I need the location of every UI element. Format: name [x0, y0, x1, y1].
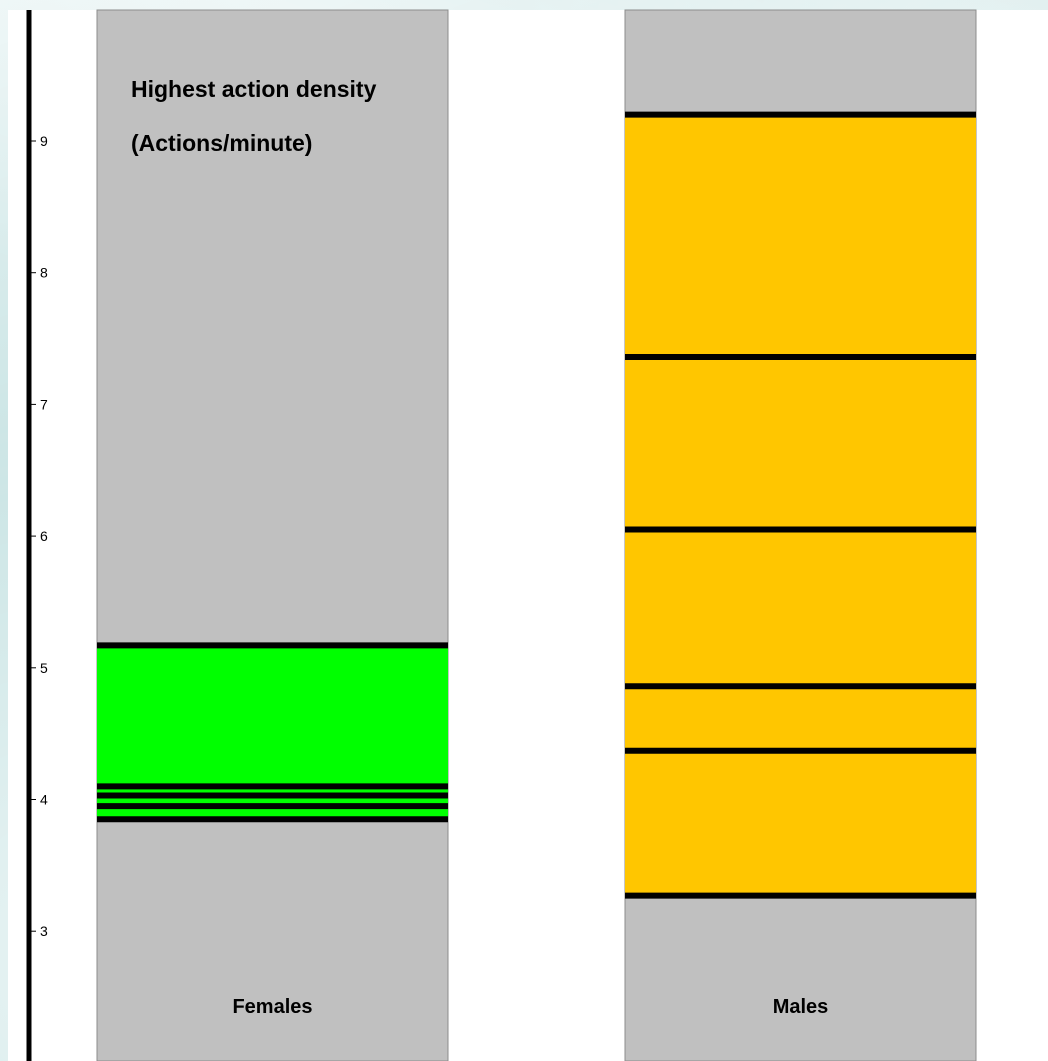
y-tick-label: 4 [40, 792, 48, 808]
y-tick-label: 8 [40, 265, 48, 281]
bar-range-females [97, 645, 448, 820]
y-axis-ticks: 3 4 5 6 7 8 9 [29, 133, 48, 939]
y-tick-label: 7 [40, 396, 48, 412]
bar-columns: Females Males [96, 9, 977, 1061]
column-females: Females [96, 9, 449, 1061]
category-label: Females [232, 996, 312, 1018]
y-tick-label: 3 [40, 923, 48, 939]
y-tick-label: 9 [40, 133, 48, 149]
column-males: Males [624, 9, 977, 1061]
category-label: Males [773, 996, 829, 1018]
column-background [96, 9, 449, 1061]
chart-subtitle: (Actions/minute) [131, 130, 312, 156]
y-tick-label: 5 [40, 660, 48, 676]
y-tick-label: 6 [40, 528, 48, 544]
bar-range-males [625, 114, 976, 896]
chart-title: Highest action density [131, 76, 377, 102]
